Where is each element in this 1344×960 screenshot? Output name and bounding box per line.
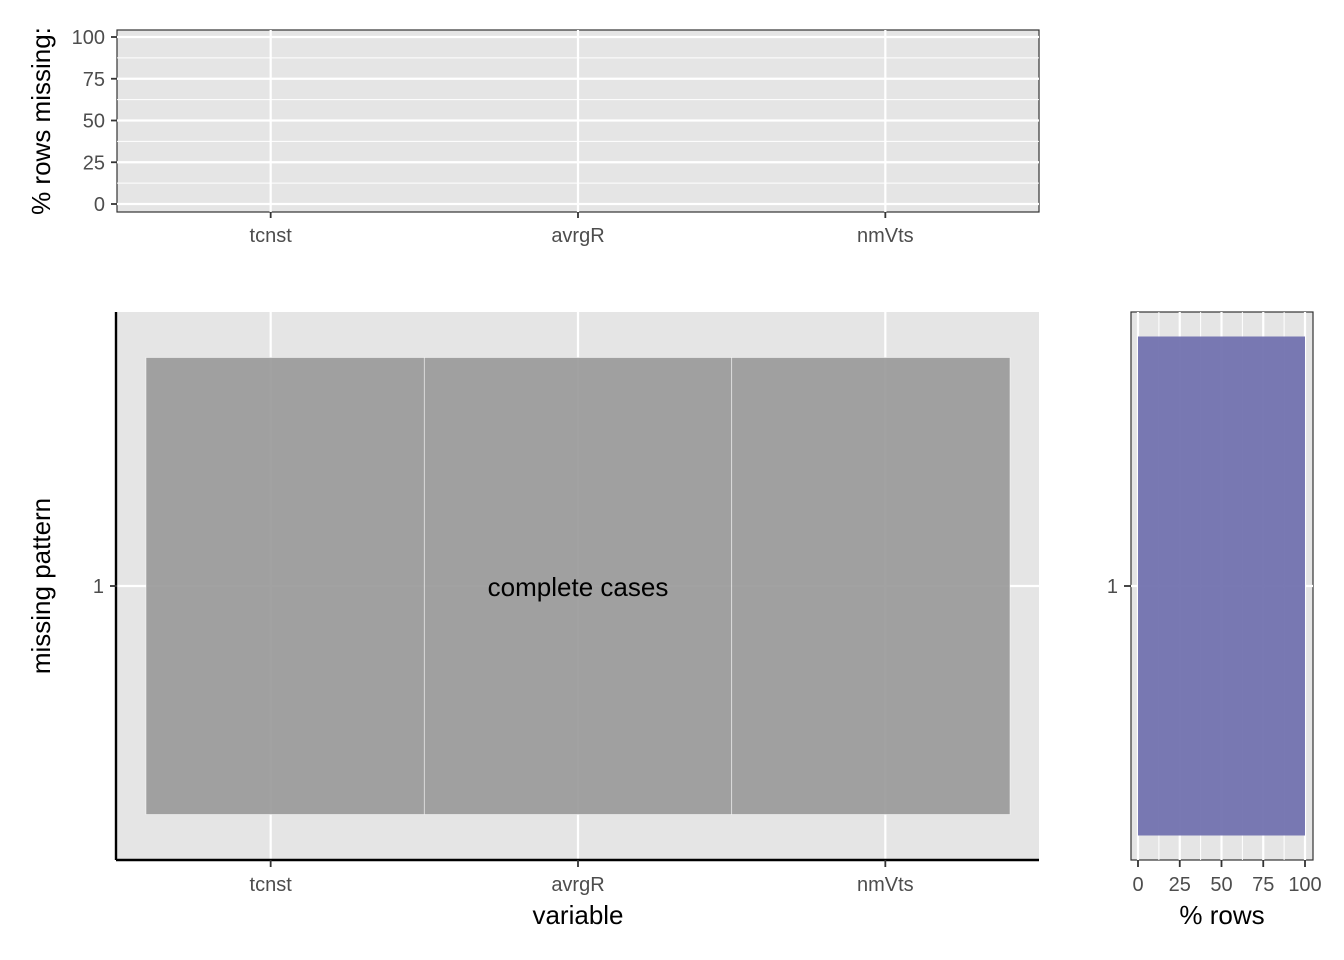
right-bars	[1138, 336, 1305, 836]
right-bar	[1138, 336, 1305, 836]
main-x-tick-label: tcnst	[250, 874, 293, 896]
pattern-tile	[731, 357, 1011, 815]
right-panel: 1 0 25 50 75 100 % rows	[1107, 311, 1322, 930]
pattern-tile	[423, 357, 733, 815]
top-x-tick-label: tcnst	[250, 225, 293, 247]
top-y-ticks: 0 25 50 75 100	[72, 27, 117, 216]
right-x-tick-label: 25	[1169, 874, 1191, 896]
main-y-ticks: 1	[93, 576, 117, 598]
top-x-tick-label: avrgR	[551, 225, 604, 247]
main-y-axis-title: missing pattern	[26, 498, 56, 674]
main-x-axis-title: variable	[532, 900, 623, 930]
top-x-tick-label: nmVts	[857, 225, 914, 247]
right-y-tick-label: 1	[1107, 576, 1118, 598]
right-x-tick-label: 50	[1210, 874, 1232, 896]
top-y-tick-label: 100	[72, 27, 105, 49]
top-grid	[117, 30, 1039, 212]
top-y-axis-title: % rows missing:	[26, 27, 56, 215]
right-x-tick-label: 75	[1252, 874, 1274, 896]
complete-cases-label: complete cases	[488, 572, 669, 602]
top-y-tick-label: 75	[83, 69, 105, 91]
right-x-ticks: 0 25 50 75 100	[1132, 860, 1322, 896]
right-x-tick-label: 0	[1132, 874, 1143, 896]
top-x-ticks: tcnst avrgR nmVts	[250, 212, 914, 247]
right-x-axis-title: % rows	[1179, 900, 1264, 930]
top-panel: 0 25 50 75 100 tcnst avrgR nmVts % rows missin…	[26, 27, 1040, 247]
main-x-ticks: tcnst avrgR nmVts	[250, 860, 914, 896]
main-x-tick-label: nmVts	[857, 874, 914, 896]
main-y-tick-label: 1	[93, 576, 104, 598]
main-tiles	[145, 357, 1011, 815]
right-y-ticks: 1	[1107, 576, 1131, 598]
top-y-tick-label: 25	[83, 152, 105, 174]
right-x-tick-label: 100	[1288, 874, 1321, 896]
pattern-tile	[145, 357, 425, 815]
top-y-tick-label: 50	[83, 111, 105, 133]
top-y-tick-label: 0	[94, 194, 105, 216]
main-panel: 1 tcnst avrgR nmVts complete cases variabl…	[26, 312, 1039, 930]
main-x-tick-label: avrgR	[551, 874, 604, 896]
